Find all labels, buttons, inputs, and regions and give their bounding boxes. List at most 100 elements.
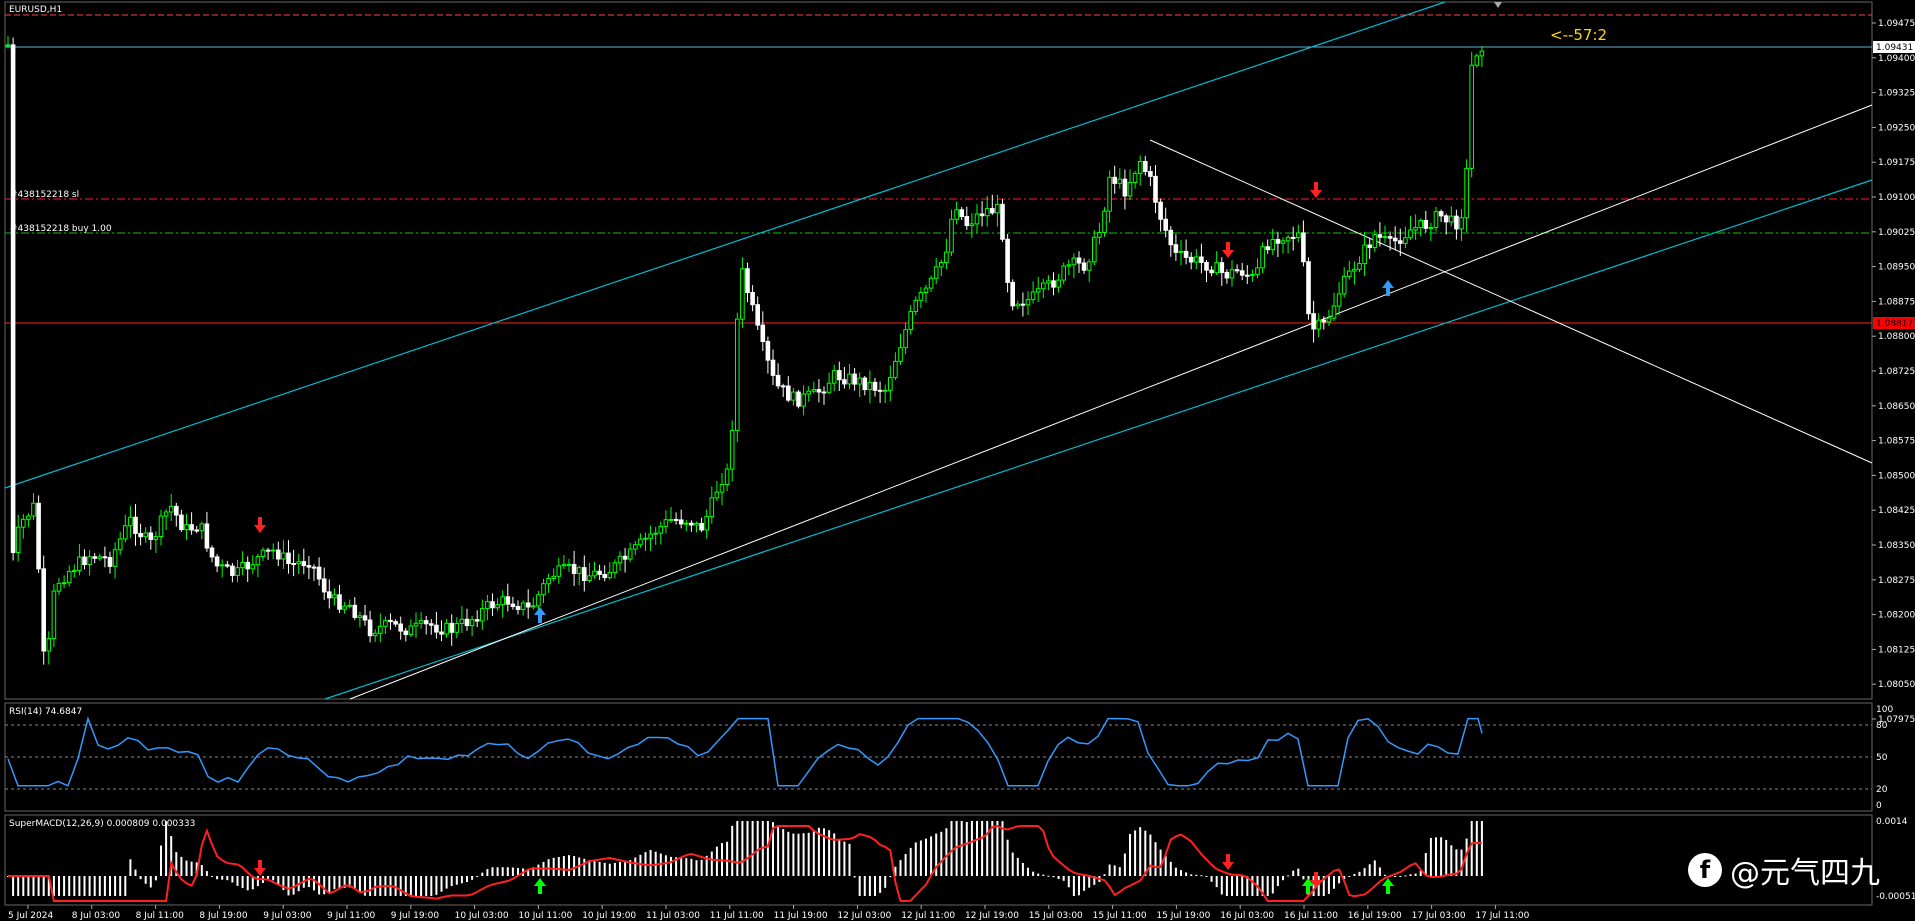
macd-bar bbox=[807, 832, 810, 876]
macd-bar bbox=[1027, 867, 1029, 876]
macd-bar bbox=[1129, 834, 1131, 876]
candle-bull bbox=[546, 577, 551, 585]
candle-bull bbox=[954, 209, 959, 220]
candle-bull bbox=[1413, 227, 1418, 231]
candle-bull bbox=[1107, 176, 1112, 212]
candle-bear bbox=[1005, 238, 1010, 283]
trendline-down[interactable] bbox=[1149, 139, 1873, 464]
macd-bar bbox=[940, 831, 943, 876]
candle-bull bbox=[123, 525, 128, 540]
macd-bar bbox=[175, 852, 178, 876]
macd-bar bbox=[241, 876, 244, 889]
price-axis: 1.09475 1.09400 1.09325 1.09250 1.09175 1.091… bbox=[1872, 19, 1915, 725]
macd-axis-label: 0.0014 bbox=[1876, 817, 1908, 827]
macd-bar bbox=[802, 833, 805, 876]
arrow-down-icon bbox=[254, 517, 266, 533]
macd-bar bbox=[817, 827, 820, 876]
trendline-up[interactable] bbox=[349, 104, 1873, 700]
macd-bar bbox=[236, 876, 239, 886]
macd-bar bbox=[307, 876, 310, 888]
arrow-up-icon bbox=[534, 607, 546, 623]
candle-bull bbox=[1474, 55, 1480, 66]
candle-bear bbox=[464, 618, 470, 627]
candle-bull bbox=[826, 382, 832, 393]
macd-bar bbox=[1373, 860, 1376, 876]
macd-bar bbox=[613, 862, 616, 876]
macd-bar bbox=[1271, 876, 1274, 894]
rsi-label: RSI(14) 74.6847 bbox=[9, 707, 82, 717]
macd-bar bbox=[777, 826, 780, 876]
macd-bar bbox=[277, 876, 280, 885]
candle-bear bbox=[673, 518, 679, 521]
candle-bull bbox=[1403, 237, 1408, 244]
candle-bear bbox=[41, 568, 47, 652]
candle-bear bbox=[474, 619, 480, 622]
channel-upper-line[interactable] bbox=[4, 1, 1446, 489]
price-tick-label: 1.09325 bbox=[1878, 89, 1915, 99]
macd-bar bbox=[338, 876, 341, 889]
price-tick-label: 1.08125 bbox=[1878, 645, 1915, 655]
macd-label: SuperMACD(12,26,9) 0.000809 0.000333 bbox=[9, 819, 195, 829]
macd-bar bbox=[476, 876, 479, 877]
candle-bull bbox=[893, 360, 898, 379]
macd-bar bbox=[1042, 874, 1045, 876]
candle-bull bbox=[1270, 238, 1276, 251]
candle-bull bbox=[1194, 256, 1199, 263]
macd-bar bbox=[466, 876, 468, 883]
candle-bear bbox=[1020, 303, 1026, 306]
candle-bear bbox=[979, 213, 985, 217]
macd-bar bbox=[1241, 876, 1244, 896]
candle-bull bbox=[1326, 317, 1332, 323]
candle-bear bbox=[107, 556, 113, 567]
main-pane[interactable] bbox=[4, 1, 1873, 700]
candle-bull bbox=[1459, 217, 1464, 230]
candle-bear bbox=[1173, 244, 1179, 253]
macd-bar bbox=[1231, 876, 1233, 896]
price-tick-label: 1.08725 bbox=[1878, 367, 1915, 377]
macd-bar bbox=[517, 867, 519, 876]
candle-bear bbox=[1153, 175, 1158, 203]
macd-bar bbox=[63, 876, 66, 896]
time-tick-label: 15 Jul 11:00 bbox=[1093, 911, 1147, 921]
price-tick-label: 1.08275 bbox=[1878, 576, 1915, 586]
watermark-text: @元气四九 bbox=[1730, 856, 1880, 891]
macd-bar bbox=[863, 876, 866, 896]
candle-bull bbox=[1382, 236, 1388, 239]
candle-bull bbox=[1086, 261, 1092, 271]
macd-bar bbox=[950, 821, 953, 876]
macd-bar bbox=[945, 828, 948, 876]
candle-bear bbox=[102, 556, 108, 559]
channel-lower-line[interactable] bbox=[324, 179, 1873, 700]
candle-bull bbox=[21, 518, 26, 528]
candle-bear bbox=[597, 570, 602, 575]
macd-bar bbox=[27, 876, 30, 896]
macd-pane[interactable] bbox=[4, 814, 1873, 906]
price-tick-label: 1.08350 bbox=[1878, 541, 1915, 551]
candle-bear bbox=[1112, 176, 1118, 184]
candle-bear bbox=[1301, 232, 1306, 263]
price-tick-label: 1.07975 bbox=[1878, 715, 1915, 725]
macd-bar bbox=[1236, 876, 1239, 896]
candle-bull bbox=[1127, 181, 1133, 197]
macd-bar bbox=[1419, 870, 1422, 876]
macd-bar bbox=[185, 860, 188, 876]
macd-bar bbox=[1078, 876, 1080, 896]
candle-bear bbox=[245, 561, 250, 570]
candle-bull bbox=[1433, 211, 1439, 229]
macd-bar bbox=[103, 876, 106, 896]
time-tick-label: 15 Jul 03:00 bbox=[1029, 911, 1083, 921]
macd-bar bbox=[690, 858, 693, 876]
macd-bar bbox=[634, 857, 637, 876]
macd-bar bbox=[160, 845, 162, 876]
candle-bull bbox=[51, 590, 57, 640]
price-tick-label: 1.09250 bbox=[1878, 123, 1915, 133]
candle-bear bbox=[174, 505, 179, 516]
candle-bear bbox=[1148, 171, 1153, 177]
macd-bar bbox=[1399, 876, 1402, 877]
macd-bar bbox=[736, 821, 739, 876]
macd-bar bbox=[537, 864, 540, 876]
candlestick-series bbox=[5, 36, 1485, 665]
candle-bear bbox=[990, 208, 995, 214]
macd-bar bbox=[409, 876, 412, 896]
